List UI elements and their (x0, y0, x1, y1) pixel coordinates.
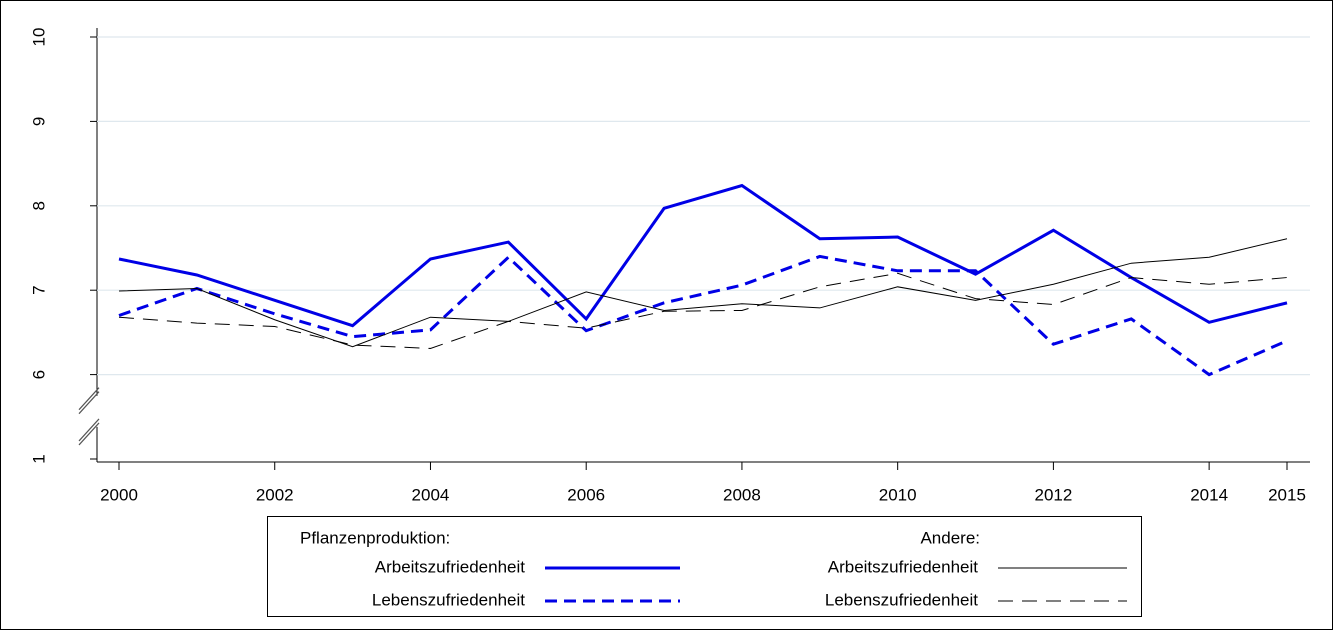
y-tick-label: 10 (29, 28, 48, 47)
y-tick-label: 1 (29, 454, 48, 463)
x-tick-label: 2002 (256, 485, 294, 504)
x-tick-label: 2004 (412, 485, 450, 504)
y-tick-label: 9 (29, 117, 48, 126)
series-line (118, 183, 1288, 328)
axis-break-mark (78, 422, 100, 446)
x-tick-label: 2012 (1034, 485, 1072, 504)
x-tick-label: 2010 (879, 485, 917, 504)
axis-break-mark (78, 418, 100, 442)
legend-label: Lebenszufriedenheit (372, 590, 525, 609)
y-tick-label: 6 (29, 370, 48, 379)
x-tick-label: 2006 (567, 485, 605, 504)
series-line (118, 272, 1288, 349)
series-line (118, 254, 1288, 377)
legend-group-title: Andere: (920, 528, 980, 547)
series-line (118, 238, 1288, 348)
legend-group-title: Pflanzenproduktion: (300, 528, 450, 547)
y-tick-label: 7 (29, 285, 48, 294)
legend-box (267, 516, 1142, 617)
legend-label: Arbeitszufriedenheit (375, 557, 526, 576)
axis-break-mark (78, 387, 100, 411)
axis-break-mark (78, 391, 100, 415)
x-tick-label: 2014 (1190, 485, 1228, 504)
legend-label: Arbeitszufriedenheit (828, 557, 979, 576)
y-tick-label: 8 (29, 201, 48, 210)
x-tick-label: 2008 (723, 485, 761, 504)
x-tick-label: 2015 (1268, 485, 1306, 504)
x-tick-label: 2000 (100, 485, 138, 504)
legend-label: Lebenszufriedenheit (825, 590, 978, 609)
